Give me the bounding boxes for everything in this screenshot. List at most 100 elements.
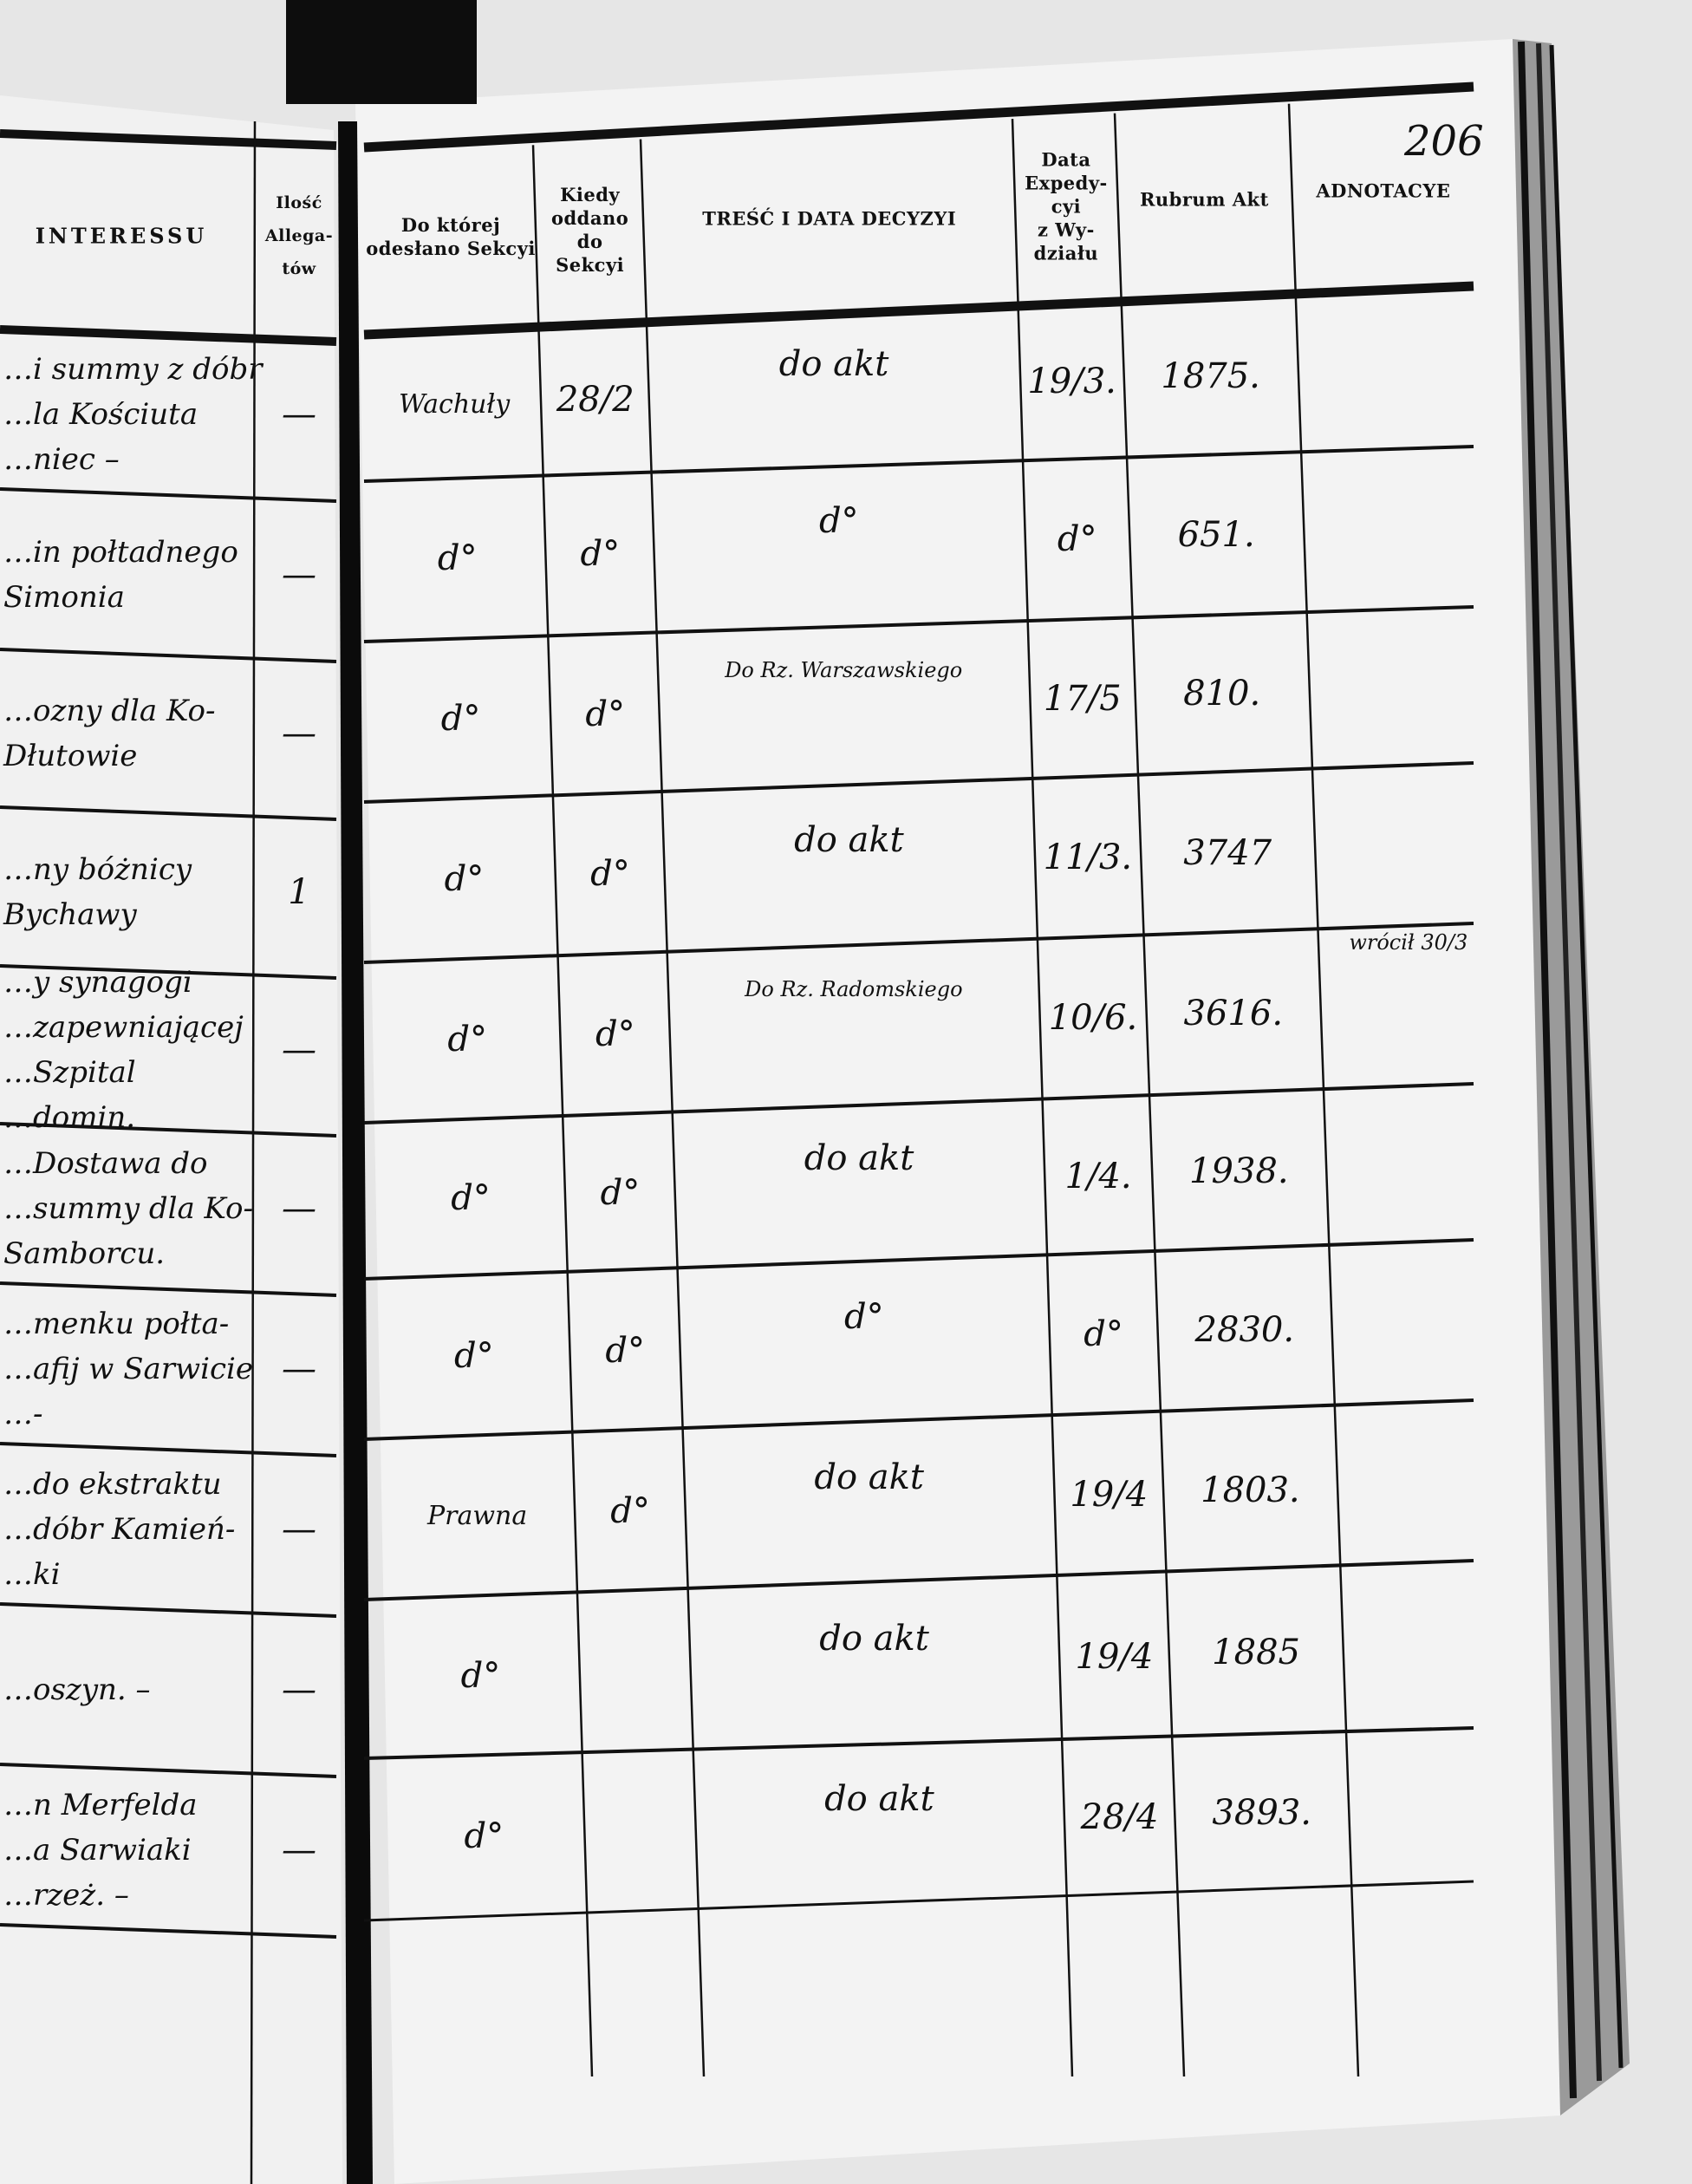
header-interessu: INTERESSU bbox=[35, 223, 208, 249]
cell-sekcja: d° bbox=[451, 1177, 491, 1218]
cell-kiedy: d° bbox=[590, 854, 630, 895]
cell-data-exp: 1/4. bbox=[1064, 1156, 1132, 1196]
cell-tresc: Do Rz. Warszawskiego bbox=[725, 658, 963, 683]
header-column-4: Rubrum Akt bbox=[1139, 188, 1269, 211]
cell-tresc: do akt bbox=[778, 344, 889, 385]
cell-data-exp: 17/5 bbox=[1043, 678, 1122, 719]
row-rule bbox=[363, 1726, 1474, 1760]
spine bbox=[338, 121, 373, 2184]
cell-data-exp: 28/4 bbox=[1080, 1797, 1159, 1838]
cell-kiedy: d° bbox=[580, 534, 621, 575]
cell-sekcja: d° bbox=[447, 1020, 488, 1060]
cell-sekcja: Wachuły bbox=[398, 388, 511, 420]
row-rule bbox=[363, 1880, 1474, 1922]
cell-ilosc: — bbox=[282, 1509, 316, 1549]
cell-rubrum: 2830. bbox=[1194, 1309, 1295, 1350]
column-rule bbox=[531, 145, 594, 2077]
left-row-rule bbox=[0, 964, 337, 980]
left-row-rule bbox=[0, 1923, 337, 1939]
cell-kiedy: d° bbox=[595, 1014, 635, 1055]
cell-data-exp: 11/3. bbox=[1043, 838, 1133, 878]
column-rule bbox=[639, 139, 706, 2077]
cell-tresc: do akt bbox=[819, 1618, 929, 1659]
cell-interes: …y synagogi …zapewniającej …Szpital …dom… bbox=[3, 965, 244, 1135]
cell-interes: …i summy z dóbr …la Kościuta …niec – bbox=[3, 352, 263, 477]
cell-kiedy: d° bbox=[605, 1331, 646, 1372]
cell-tresc: do akt bbox=[804, 1138, 914, 1179]
left-row-rule bbox=[0, 487, 337, 503]
cell-rubrum: 1885 bbox=[1212, 1633, 1300, 1673]
cell-data-exp: d° bbox=[1057, 519, 1097, 560]
header-ilosc-allegatow: Ilość Allega- tów bbox=[264, 193, 334, 278]
cell-interes: …menku połta- …afij w Sarwicie …- bbox=[3, 1306, 254, 1431]
left-row-rule bbox=[0, 1122, 337, 1138]
row-rule bbox=[363, 761, 1474, 804]
cell-rubrum: 1803. bbox=[1201, 1470, 1300, 1510]
cell-ilosc: — bbox=[282, 714, 316, 753]
header-column-2: TREŚĆ I DATA DECYZYI bbox=[702, 207, 957, 230]
cell-sekcja: d° bbox=[460, 1656, 501, 1697]
cell-tresc: d° bbox=[843, 1296, 884, 1337]
cell-ilosc: — bbox=[282, 1189, 316, 1229]
cell-tresc: do akt bbox=[824, 1778, 934, 1819]
cell-interes: …ozny dla Ko- Dłutowie bbox=[3, 694, 216, 773]
cell-kiedy: 28/2 bbox=[556, 379, 634, 420]
cell-data-exp: 10/6. bbox=[1048, 998, 1138, 1039]
cell-tresc: d° bbox=[818, 500, 859, 541]
row-rule bbox=[363, 922, 1474, 964]
row-rule bbox=[363, 1559, 1474, 1601]
left-row-rule bbox=[0, 648, 337, 663]
header-column-1: Kiedy oddano do Sekcyi bbox=[550, 184, 629, 277]
cell-rubrum: 651. bbox=[1177, 515, 1255, 556]
left-row-rule bbox=[0, 805, 337, 821]
cell-interes: …Dostawa do …summy dla Ko- Samborcu. bbox=[3, 1146, 254, 1271]
cell-sekcja: d° bbox=[444, 859, 485, 900]
header-column-5: ADNOTACYE bbox=[1316, 179, 1451, 202]
left-header-rule bbox=[0, 325, 337, 346]
cell-ilosc: — bbox=[282, 1030, 316, 1070]
cell-rubrum: 1875. bbox=[1161, 356, 1260, 397]
row-rule bbox=[363, 445, 1474, 483]
cell-tresc: Do Rz. Radomskiego bbox=[745, 977, 963, 1002]
cell-interes: …do ekstraktu …dóbr Kamień- …ki bbox=[3, 1466, 236, 1592]
row-rule bbox=[363, 1238, 1474, 1281]
cell-rubrum: 1938. bbox=[1189, 1151, 1289, 1192]
left-row-rule bbox=[0, 1281, 337, 1297]
cell-sekcja: d° bbox=[440, 699, 481, 740]
left-row-rule bbox=[0, 1602, 337, 1618]
row-rule bbox=[363, 1082, 1474, 1125]
cell-rubrum: 3747 bbox=[1183, 832, 1272, 873]
cell-sekcja: Prawna bbox=[426, 1501, 528, 1532]
cell-kiedy: d° bbox=[585, 694, 625, 734]
right-page bbox=[355, 39, 1560, 2184]
cell-interes: …ny bóżnicy Bychawy bbox=[3, 851, 192, 932]
cell-adnotacye: wrócił 30/3 bbox=[1349, 929, 1468, 955]
row-rule bbox=[363, 605, 1474, 643]
cell-ilosc: — bbox=[282, 1348, 316, 1389]
cell-tresc: do akt bbox=[814, 1457, 924, 1497]
row-rule bbox=[363, 1398, 1474, 1441]
cell-sekcja: d° bbox=[453, 1336, 494, 1377]
cell-rubrum: 810. bbox=[1183, 674, 1261, 714]
cell-interes: …n Merfelda …a Sarwiaki …rzeż. – bbox=[3, 1787, 198, 1913]
left-header-rule bbox=[0, 129, 337, 150]
cell-sekcja: d° bbox=[464, 1816, 504, 1857]
header-column-0: Do której odesłano Sekcyi bbox=[366, 214, 536, 260]
cell-sekcja: d° bbox=[437, 538, 478, 579]
cell-data-exp: 19/3. bbox=[1027, 362, 1116, 402]
cell-ilosc: — bbox=[282, 554, 316, 595]
cell-data-exp: d° bbox=[1084, 1314, 1123, 1355]
cell-ilosc: 1 bbox=[288, 871, 310, 912]
cell-rubrum: 3893. bbox=[1212, 1793, 1311, 1834]
cell-interes: …oszyn. – bbox=[3, 1672, 151, 1707]
header-column-3: Data Expedy- cyi z Wy- działu bbox=[1025, 148, 1108, 264]
cell-data-exp: 19/4 bbox=[1070, 1475, 1149, 1516]
header-rule bbox=[363, 81, 1474, 153]
cell-tresc: do akt bbox=[794, 819, 904, 860]
header-rule bbox=[363, 281, 1474, 340]
left-row-rule bbox=[0, 1763, 337, 1778]
cell-rubrum: 3616. bbox=[1183, 993, 1284, 1033]
cell-ilosc: — bbox=[282, 1669, 316, 1710]
cell-kiedy: d° bbox=[610, 1491, 650, 1532]
